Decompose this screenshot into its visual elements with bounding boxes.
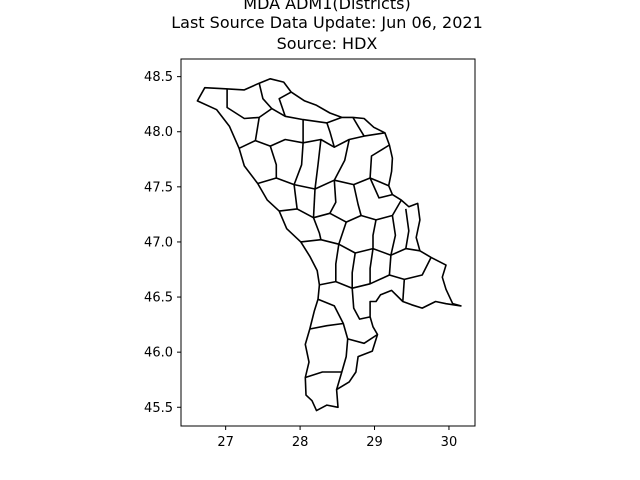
district-boundary xyxy=(293,142,304,185)
district-boundary xyxy=(312,217,322,240)
district-boundary xyxy=(238,132,386,150)
district-boundary xyxy=(317,298,349,390)
y-tick-label: 46.0 xyxy=(144,346,173,361)
district-boundary xyxy=(369,144,390,179)
district-boundary xyxy=(369,177,393,199)
district-boundary xyxy=(388,255,392,276)
district-boundary xyxy=(338,221,347,245)
y-axis: 45.5 46.0 46.5 47.0 47.5 48.0 48.5 xyxy=(144,70,181,416)
district-boundary xyxy=(326,122,336,148)
y-tick-label: 48.5 xyxy=(144,70,173,85)
district-boundary xyxy=(319,257,432,289)
district-boundary xyxy=(312,188,316,218)
district-boundary xyxy=(300,238,421,256)
district-boundary xyxy=(351,252,356,289)
x-tick-label: 29 xyxy=(366,435,383,450)
chart-title-line-1: MDA ADM1(Districts) xyxy=(243,0,410,13)
district-boundary xyxy=(347,333,378,345)
x-tick-label: 27 xyxy=(217,435,234,450)
x-tick-label: 30 xyxy=(441,435,458,450)
district-boundary xyxy=(269,145,278,178)
district-boundary xyxy=(351,288,371,320)
district-boundary xyxy=(293,184,298,209)
district-boundary xyxy=(279,199,402,223)
district-boundary xyxy=(254,117,260,141)
plot-frame xyxy=(180,58,476,427)
district-boundary xyxy=(329,180,337,214)
y-tick-label: 47.5 xyxy=(144,180,173,195)
chart-title-line-2: Last Source Data Update: Jun 06, 2021 xyxy=(171,13,483,32)
district-boundary xyxy=(372,219,377,249)
district-boundary xyxy=(405,208,410,249)
district-map xyxy=(196,78,462,412)
district-boundary xyxy=(333,139,350,181)
y-tick-label: 45.5 xyxy=(144,401,173,416)
district-boundary xyxy=(369,248,374,284)
district-boundary xyxy=(314,139,322,190)
district-boundary xyxy=(309,322,344,330)
district-boundary xyxy=(352,116,365,137)
district-boundary xyxy=(390,215,397,256)
district-boundary xyxy=(258,83,273,110)
y-tick-label: 48.0 xyxy=(144,125,173,140)
chart-title-line-3: Source: HDX xyxy=(277,34,378,53)
district-boundary xyxy=(352,184,362,216)
y-tick-label: 46.5 xyxy=(144,291,173,306)
x-axis: 27 28 29 30 xyxy=(217,426,457,450)
country-outline xyxy=(196,78,462,412)
district-boundary xyxy=(305,371,342,379)
district-boundary xyxy=(335,244,340,282)
y-tick-label: 47.0 xyxy=(144,235,173,250)
district-boundary xyxy=(226,88,343,124)
district-boundary xyxy=(278,91,292,117)
x-tick-label: 28 xyxy=(292,435,309,450)
district-boundary xyxy=(402,279,406,302)
district-boundary xyxy=(257,177,390,190)
